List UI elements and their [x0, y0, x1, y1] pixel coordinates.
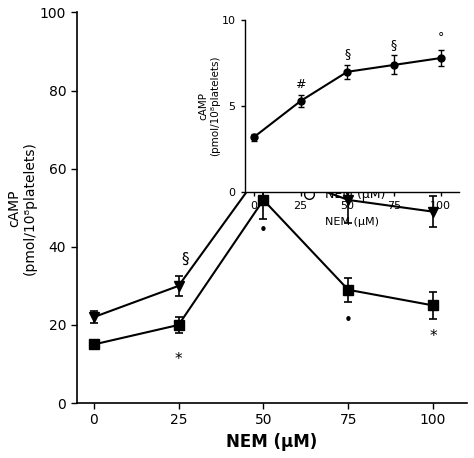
Text: *: *: [175, 352, 182, 367]
Text: °: °: [260, 111, 267, 126]
Y-axis label: cAMP
(pmol/10⁸platelets): cAMP (pmol/10⁸platelets): [7, 141, 37, 275]
Text: NEM (μM): NEM (μM): [325, 188, 385, 201]
Text: •: •: [428, 165, 438, 180]
X-axis label: NEM (μM): NEM (μM): [226, 433, 318, 451]
Text: •: •: [259, 224, 268, 239]
Text: •: •: [344, 313, 353, 328]
Text: §: §: [182, 251, 189, 267]
Text: •: •: [344, 154, 353, 169]
Text: *: *: [429, 329, 437, 344]
